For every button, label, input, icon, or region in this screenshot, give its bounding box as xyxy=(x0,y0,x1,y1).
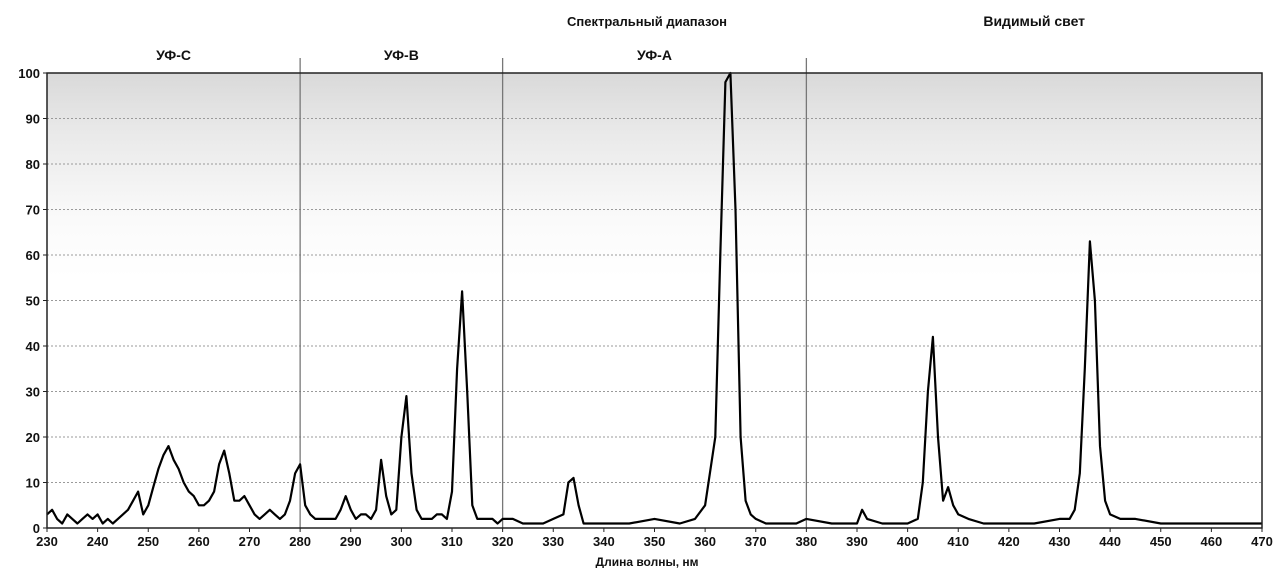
x-tick-label: 400 xyxy=(897,534,919,549)
x-tick-label: 300 xyxy=(391,534,413,549)
spectrum-series-line xyxy=(46,71,1262,525)
x-tick-label: 320 xyxy=(492,534,514,549)
x-tick-label: 430 xyxy=(1049,534,1071,549)
x-tick-label: 260 xyxy=(188,534,210,549)
y-tick-label: 80 xyxy=(26,157,40,172)
x-tick-label: 240 xyxy=(87,534,109,549)
y-tick-label: 70 xyxy=(26,203,40,218)
y-tick-label: 0 xyxy=(33,521,40,536)
x-tick-label: 450 xyxy=(1150,534,1172,549)
x-tick-label: 310 xyxy=(441,534,463,549)
y-tick-label: 100 xyxy=(18,66,40,81)
x-tick-label: 330 xyxy=(542,534,564,549)
y-tick-label: 90 xyxy=(26,112,40,127)
region-label: УФ-C xyxy=(156,47,191,63)
y-tick-label: 30 xyxy=(26,385,40,400)
x-tick-label: 290 xyxy=(340,534,362,549)
x-tick-label: 280 xyxy=(289,534,311,549)
x-axis-label: Длина волны, нм xyxy=(596,555,699,568)
chart-title: Спектральный диапазон xyxy=(567,14,727,29)
x-axis-ticks: 230 240 250 260 270 280 290 300 310 320 330 340 350 3… xyxy=(36,528,1273,549)
x-tick-label: 340 xyxy=(593,534,615,549)
x-tick-label: 350 xyxy=(644,534,666,549)
y-tick-label: 10 xyxy=(26,476,40,491)
x-tick-label: 230 xyxy=(36,534,58,549)
x-tick-label: 270 xyxy=(239,534,261,549)
x-tick-label: 370 xyxy=(745,534,767,549)
region-label: УФ-B xyxy=(384,47,419,63)
x-tick-label: 470 xyxy=(1251,534,1273,549)
y-tick-label: 60 xyxy=(26,248,40,263)
x-tick-label: 460 xyxy=(1201,534,1223,549)
x-tick-label: 440 xyxy=(1099,534,1121,549)
gridlines xyxy=(47,118,1262,483)
x-tick-label: 410 xyxy=(947,534,969,549)
x-tick-label: 420 xyxy=(998,534,1020,549)
x-tick-label: 360 xyxy=(694,534,716,549)
x-tick-label: 390 xyxy=(846,534,868,549)
y-tick-label: 20 xyxy=(26,430,40,445)
y-tick-label: 40 xyxy=(26,339,40,354)
region-boundaries xyxy=(299,58,808,528)
x-tick-label: 250 xyxy=(137,534,159,549)
region-label: Видимый свет xyxy=(983,13,1085,29)
y-axis-ticks: 0 10 20 30 40 50 60 70 80 90 100 xyxy=(18,66,47,536)
region-labels: УФ-C УФ-B УФ-A Видимый свет xyxy=(156,13,1085,63)
x-tick-label: 380 xyxy=(796,534,818,549)
y-tick-label: 50 xyxy=(26,294,40,309)
region-label: УФ-A xyxy=(637,47,672,63)
